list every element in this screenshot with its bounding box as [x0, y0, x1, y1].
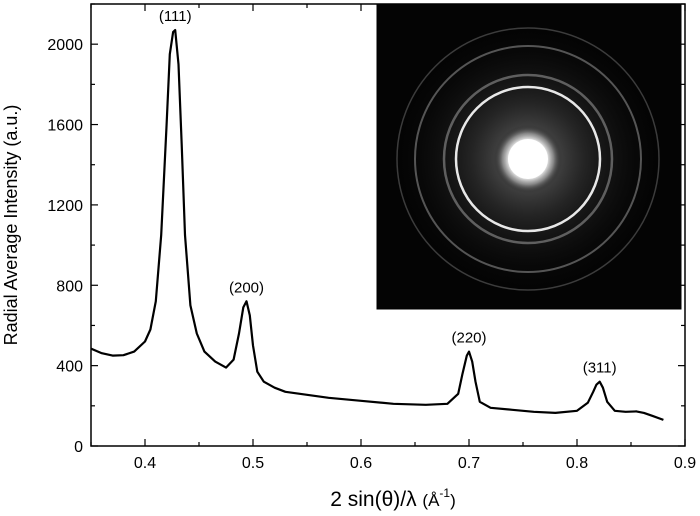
- y-tick-label: 800: [56, 278, 83, 295]
- x-axis-title: 2 sin(θ)/λ (Å-1): [330, 486, 456, 511]
- y-tick-label: 1600: [47, 118, 83, 135]
- peak-label: (220): [451, 330, 486, 347]
- x-axis-unit-exponent: -1: [439, 486, 450, 500]
- diffraction-ring: [454, 85, 602, 233]
- peak-label: (200): [229, 279, 264, 296]
- x-tick-label: 0.9: [674, 455, 696, 472]
- y-tick-label: 0: [74, 439, 83, 456]
- x-tick-label: 0.8: [566, 455, 588, 472]
- y-axis-title: Radial Average Intensity (a.u.): [1, 105, 21, 346]
- peak-label: (311): [583, 360, 617, 377]
- x-tick-label: 0.4: [134, 455, 156, 472]
- x-tick-label: 0.5: [242, 455, 264, 472]
- peak-label: (111): [159, 8, 192, 25]
- diffraction-ring: [442, 73, 614, 245]
- x-axis-unit: (Å: [422, 491, 440, 510]
- y-tick-label: 400: [56, 359, 83, 376]
- x-tick-label: 0.7: [458, 455, 480, 472]
- plot-area: 0.4 0.5 0.6 0.7 0.8 0.9 0 400 800 1200 1600 2000 (11…: [1, 3, 696, 511]
- intensity-curve: [90, 29, 664, 421]
- x-tick-label: 0.6: [350, 455, 372, 472]
- y-tick-label: 2000: [47, 37, 83, 54]
- inset-diffraction-image: [376, 3, 682, 310]
- x-axis-unit-close: ): [450, 491, 456, 510]
- diffraction-ring: [414, 45, 642, 273]
- x-axis-title-main: 2 sin(θ)/λ: [330, 488, 422, 511]
- y-tick-label: 1200: [47, 198, 83, 215]
- diffraction-ring: [396, 27, 660, 291]
